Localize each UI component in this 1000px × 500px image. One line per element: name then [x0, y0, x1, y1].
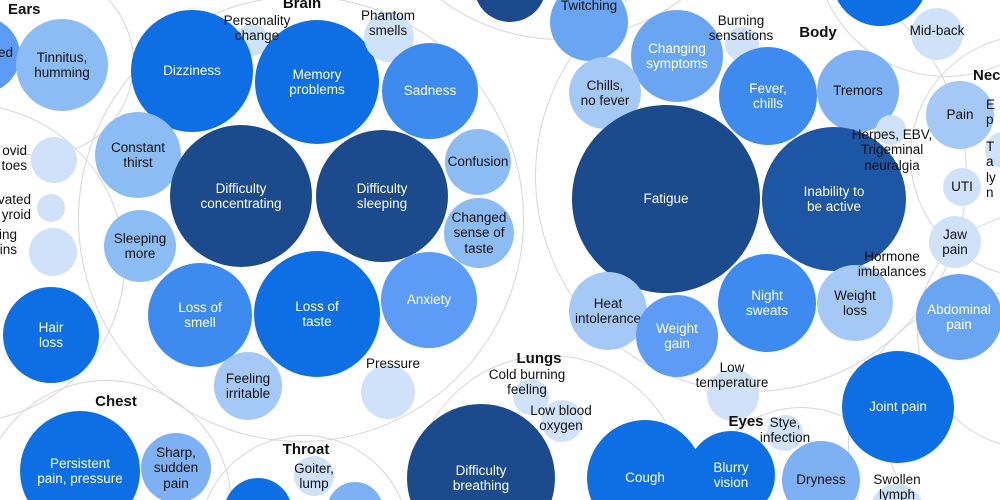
- bubble-anxiety[interactable]: Anxiety: [381, 252, 477, 348]
- bubble-loss-of-smell[interactable]: Loss of smell: [148, 263, 252, 367]
- bubble-twitching[interactable]: [550, 0, 628, 61]
- bubble-label-fever-chills: Fever, chills: [749, 80, 787, 111]
- bubble-label-dryness: Dryness: [796, 472, 846, 488]
- section-header-lungs: Lungs: [516, 350, 562, 367]
- bubble-fatigue[interactable]: Fatigue: [572, 105, 760, 293]
- bubble-label-joint-pain: Joint pain: [869, 399, 927, 415]
- bubble-label-cough: Cough: [625, 470, 665, 486]
- bubble-low-blood-oxygen[interactable]: [541, 400, 583, 442]
- bubble-label-jaw-pain: Jaw pain: [942, 226, 968, 257]
- bubble-loss-of-taste[interactable]: Loss of taste: [254, 251, 380, 377]
- bubble-neck-edge-partial[interactable]: [985, 132, 1000, 168]
- bubble-jaw-pain[interactable]: Jaw pain: [929, 216, 981, 268]
- bubble-changed-sense-of-taste[interactable]: Changed sense of taste: [444, 198, 514, 268]
- bubble-label-uti: UTI: [951, 179, 973, 195]
- bubble-label-inability-to-be-active: Inability to be active: [803, 183, 865, 214]
- bubble-abdominal-pain[interactable]: Abdominal pain: [916, 274, 1000, 360]
- bubble-label-anxiety: Anxiety: [406, 292, 452, 308]
- bubble-throat-partial-2[interactable]: [327, 482, 383, 500]
- bubble-label-fatigue: Fatigue: [643, 191, 689, 207]
- bubble-label-weight-loss: Weight loss: [834, 287, 876, 318]
- bubble-label-changing-symptoms: Changing symptoms: [646, 40, 708, 71]
- bubble-label-constant-thirst: Constant thirst: [110, 139, 166, 170]
- bubble-changing-symptoms[interactable]: Changing symptoms: [631, 10, 723, 102]
- bubble-label-hair-loss: Hair loss: [38, 319, 64, 350]
- bubble-elevated-thyroid[interactable]: [37, 194, 65, 222]
- bubble-label-sharp-sudden-pain: Sharp, sudden pain: [153, 445, 199, 491]
- bubble-pressure[interactable]: [361, 365, 415, 419]
- bubble-dizziness[interactable]: Dizziness: [131, 10, 253, 132]
- bubble-night-sweats[interactable]: Night sweats: [718, 254, 816, 352]
- bubble-label-tinnitus-humming: Tinnitus, humming: [34, 49, 90, 80]
- bubble-label-changed-sense-of-taste: Changed sense of taste: [451, 210, 507, 256]
- bubble-covid-toes[interactable]: [31, 137, 77, 183]
- bubble-memory-problems[interactable]: Memory problems: [255, 20, 379, 144]
- bubble-label-chills-no-fever: Chills, no fever: [580, 77, 630, 108]
- bubble-weight-loss[interactable]: Weight loss: [817, 265, 893, 341]
- bubble-label-loss-of-taste: Loss of taste: [295, 298, 339, 329]
- bubble-sharp-sudden-pain[interactable]: Sharp, sudden pain: [141, 433, 211, 500]
- bubble-sadness[interactable]: Sadness: [382, 43, 478, 139]
- bubble-difficulty-concentrating[interactable]: Difficulty concentrating: [170, 125, 312, 267]
- bubble-hair-loss[interactable]: Hair loss: [3, 287, 99, 383]
- section-header-ears: Ears: [8, 1, 41, 18]
- bubble-label-loss-of-smell: Loss of smell: [178, 299, 222, 330]
- bubble-swollen-lymph[interactable]: [870, 484, 924, 500]
- bubble-difficulty-sleeping[interactable]: Difficulty sleeping: [316, 130, 448, 262]
- bubble-label-dizziness: Dizziness: [163, 63, 221, 79]
- section-header-chest: Chest: [95, 393, 137, 410]
- bubble-label-confusion: Confusion: [447, 154, 509, 170]
- bubble-uti[interactable]: UTI: [943, 168, 981, 206]
- bubble-label-tremors: Tremors: [833, 83, 883, 99]
- bubble-sleeping-more[interactable]: Sleeping more: [104, 210, 176, 282]
- bubble-cold-burning-feeling[interactable]: [513, 379, 549, 415]
- bubble-label-difficulty-breathing: Difficulty breathing: [452, 462, 510, 493]
- bubble-label-night-sweats: Night sweats: [745, 287, 789, 318]
- bubble-label-memory-problems: Memory problems: [289, 66, 345, 97]
- bubble-dryness[interactable]: Dryness: [782, 441, 860, 500]
- bubble-fever-chills[interactable]: Fever, chills: [719, 47, 817, 145]
- bubble-veins[interactable]: [29, 228, 77, 276]
- section-header-brain: Brain: [282, 0, 322, 12]
- bubble-confusion[interactable]: Confusion: [445, 129, 511, 195]
- bubble-label-persistent-pain-pressure: Persistent pain, pressure: [37, 455, 123, 486]
- bubble-blurry-vision[interactable]: Blurry vision: [687, 431, 775, 500]
- bubble-weight-gain[interactable]: Weight gain: [636, 295, 718, 377]
- bubble-heat-intolerance[interactable]: Heat intolerance: [569, 272, 647, 350]
- bubble-label-blurry-vision: Blurry vision: [713, 459, 749, 490]
- bubble-herpes-ebv[interactable]: [876, 115, 906, 145]
- bubble-persistent-pain-pressure[interactable]: Persistent pain, pressure: [20, 411, 140, 500]
- bubble-inability-to-be-active[interactable]: Inability to be active: [762, 127, 906, 271]
- bubble-neck-pain[interactable]: Pain: [926, 81, 994, 149]
- bubble-label-difficulty-sleeping: Difficulty sleeping: [356, 180, 408, 211]
- bubble-constant-thirst[interactable]: Constant thirst: [95, 112, 181, 198]
- bubble-mid-back[interactable]: [911, 8, 963, 60]
- bubble-label-heat-intolerance: Heat intolerance: [574, 295, 642, 326]
- bubble-tinnitus-humming[interactable]: Tinnitus, humming: [16, 19, 108, 111]
- bubble-joint-pain[interactable]: Joint pain: [842, 351, 954, 463]
- bubble-label-difficulty-concentrating: Difficulty concentrating: [200, 180, 282, 211]
- bubble-label-weight-gain: Weight gain: [656, 320, 698, 351]
- bubble-label-neck-pain: Pain: [946, 107, 974, 123]
- bubble-label-feeling-irritable: Feeling irritable: [225, 370, 271, 401]
- bubble-low-temperature[interactable]: [707, 369, 759, 421]
- bubble-throat-partial-1[interactable]: [224, 478, 292, 500]
- section-header-throat: Throat: [282, 441, 330, 458]
- bubble-feeling-irritable[interactable]: Feeling irritable: [214, 352, 282, 420]
- section-header-body: Body: [799, 24, 837, 41]
- bubble-label-abdominal-pain: Abdominal pain: [927, 301, 991, 332]
- bubble-stye-infection[interactable]: [767, 415, 803, 451]
- bubble-goiter-lump[interactable]: [294, 456, 334, 496]
- bubble-label-sleeping-more: Sleeping more: [113, 230, 167, 261]
- section-header-neck: Neck: [973, 67, 1000, 84]
- bubble-label-sadness: Sadness: [403, 83, 457, 99]
- bubble-tremors[interactable]: Tremors: [817, 50, 899, 132]
- bubble-top-navy-partial[interactable]: [474, 0, 546, 22]
- section-header-eyes: Eyes: [728, 413, 764, 430]
